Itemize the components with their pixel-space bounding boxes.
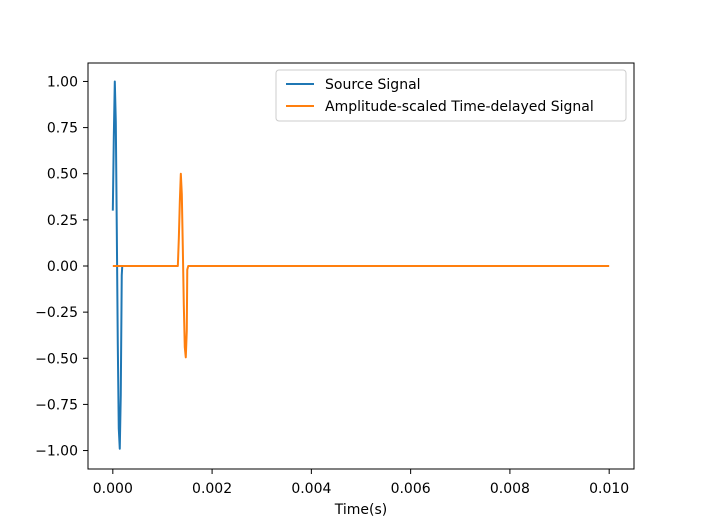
x-tick-label: 0.002 [192, 481, 232, 497]
y-tick-label: −0.25 [35, 305, 78, 321]
series-layer [111, 80, 610, 450]
x-tick-label: 0.000 [93, 481, 133, 497]
legend-box [275, 69, 627, 122]
series-line-1 [112, 172, 610, 359]
y-tick-label: −0.50 [35, 351, 78, 367]
x-axis-label: Time(s) [334, 502, 387, 518]
y-tick-label: 0.50 [47, 167, 78, 183]
y-tick-label: 0.75 [47, 121, 78, 137]
y-tick-label: −0.75 [35, 397, 78, 413]
x-tick-label: 0.006 [391, 481, 431, 497]
y-tick-label: −1.00 [35, 444, 78, 460]
legend-label-1: Amplitude-scaled Time-delayed Signal [325, 99, 594, 115]
x-tick-label: 0.004 [291, 481, 331, 497]
x-tick-label: 0.010 [589, 481, 629, 497]
y-tick-label: 0.25 [47, 213, 78, 229]
axes-layer: 0.000 0.002 0.004 0.006 0.008 0.010 1.00 0.75 0.… [35, 62, 635, 497]
legend-label-0: Source Signal [325, 77, 421, 93]
legend: Source Signal Amplitude-scaled Time-delay… [275, 69, 627, 122]
y-tick-label: 0.00 [47, 259, 78, 275]
y-tick-label: 1.00 [47, 74, 78, 90]
x-tick-label: 0.008 [490, 481, 530, 497]
